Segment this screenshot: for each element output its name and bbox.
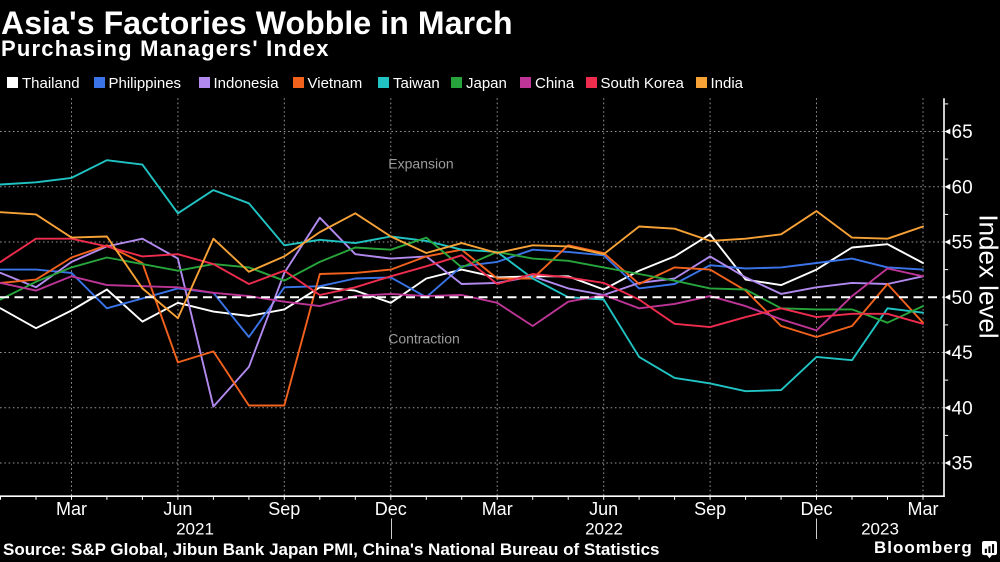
- svg-text:Sep: Sep: [268, 499, 300, 519]
- svg-text:65: 65: [952, 122, 973, 143]
- svg-text:Expansion: Expansion: [388, 156, 453, 172]
- svg-text:Mar: Mar: [482, 499, 513, 519]
- svg-text:2021: 2021: [176, 520, 214, 539]
- svg-text:Sep: Sep: [694, 499, 726, 519]
- svg-text:60: 60: [952, 178, 973, 199]
- svg-text:Mar: Mar: [56, 499, 87, 519]
- svg-text:2023: 2023: [861, 520, 899, 539]
- svg-text:2022: 2022: [585, 520, 623, 539]
- svg-text:Dec: Dec: [800, 499, 832, 519]
- svg-text:35: 35: [952, 454, 973, 475]
- svg-text:45: 45: [952, 343, 973, 364]
- svg-text:Jun: Jun: [163, 499, 192, 519]
- svg-text:50: 50: [952, 288, 973, 309]
- svg-text:55: 55: [952, 233, 973, 254]
- svg-text:Index level: Index level: [974, 214, 1000, 338]
- svg-text:Contraction: Contraction: [388, 331, 460, 347]
- svg-text:Dec: Dec: [375, 499, 407, 519]
- svg-text:Jun: Jun: [589, 499, 618, 519]
- svg-text:Mar: Mar: [908, 499, 939, 519]
- svg-text:40: 40: [952, 399, 973, 420]
